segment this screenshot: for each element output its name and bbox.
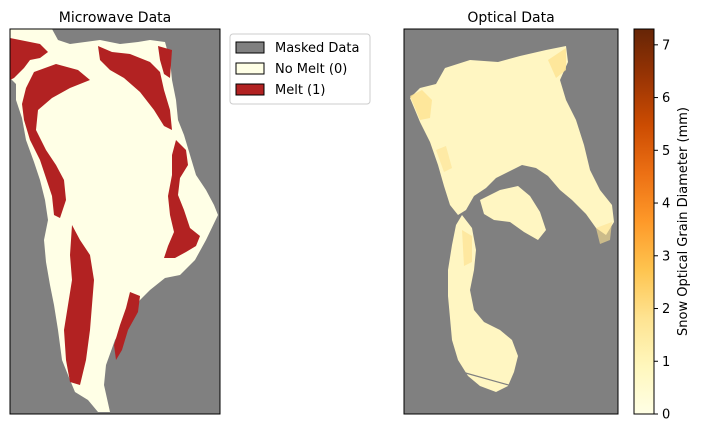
optical-ice-region-mid <box>480 186 546 240</box>
optical-panel <box>403 28 619 415</box>
colorbar-frame <box>633 28 655 415</box>
optical-frame <box>403 28 619 415</box>
optical-grain-patch-3 <box>462 230 472 266</box>
legend-frame <box>229 33 371 105</box>
optical-streak-line <box>461 371 513 387</box>
microwave-frame <box>9 28 221 415</box>
legend-entry-melt: Melt (1) <box>235 83 325 98</box>
legend-swatch-masked <box>235 41 265 54</box>
colorbar-tick-label: 1 <box>662 355 670 370</box>
microwave-legend: Masked Data No Melt (0) Melt (1) <box>229 33 371 105</box>
microwave-melt-region-south <box>64 225 94 385</box>
legend-swatch-melt <box>235 83 265 96</box>
colorbar-tick-label: 0 <box>662 408 670 423</box>
legend-entry-nomelt: No Melt (0) <box>235 62 347 77</box>
colorbar-tick-label: 5 <box>662 144 670 159</box>
optical-grain-patch-5 <box>436 146 452 172</box>
microwave-melt-region-north <box>98 46 172 130</box>
microwave-melt-region-east <box>164 140 200 258</box>
microwave-melt-region-northeast <box>158 46 172 78</box>
legend-entry-masked: Masked Data <box>235 41 359 56</box>
microwave-panel <box>9 28 221 415</box>
microwave-melt-region-west <box>22 64 90 218</box>
optical-colorbar: 0 1 2 3 4 5 6 7 Snow Optical Grain Diameter (mm… <box>633 28 691 423</box>
legend-label-nomelt: No Melt (0) <box>275 62 347 77</box>
legend-label-masked: Masked Data <box>275 41 359 56</box>
optical-grain-patch-4 <box>596 222 612 244</box>
colorbar-tick-label: 3 <box>662 249 670 264</box>
optical-grain-patch-2 <box>548 48 566 78</box>
colorbar-tick-label: 6 <box>662 91 670 106</box>
microwave-melt-region-southeast <box>114 292 140 360</box>
colorbar-tick-label: 2 <box>662 302 670 317</box>
optical-title: Optical Data <box>467 10 554 26</box>
optical-grain-patch-1 <box>410 90 432 120</box>
colorbar-fill <box>634 29 654 414</box>
microwave-melt-region-northwest <box>10 38 48 80</box>
colorbar-tick-label: 4 <box>662 197 670 212</box>
colorbar-label: Snow Optical Grain Diameter (mm) <box>676 107 691 336</box>
optical-ice-region-north <box>410 46 614 235</box>
colorbar-ticks: 0 1 2 3 4 5 6 7 <box>654 38 670 423</box>
colorbar-tick-label: 7 <box>662 38 670 53</box>
microwave-title: Microwave Data <box>59 10 172 26</box>
legend-swatch-nomelt <box>235 62 265 75</box>
legend-label-melt: Melt (1) <box>275 83 325 98</box>
